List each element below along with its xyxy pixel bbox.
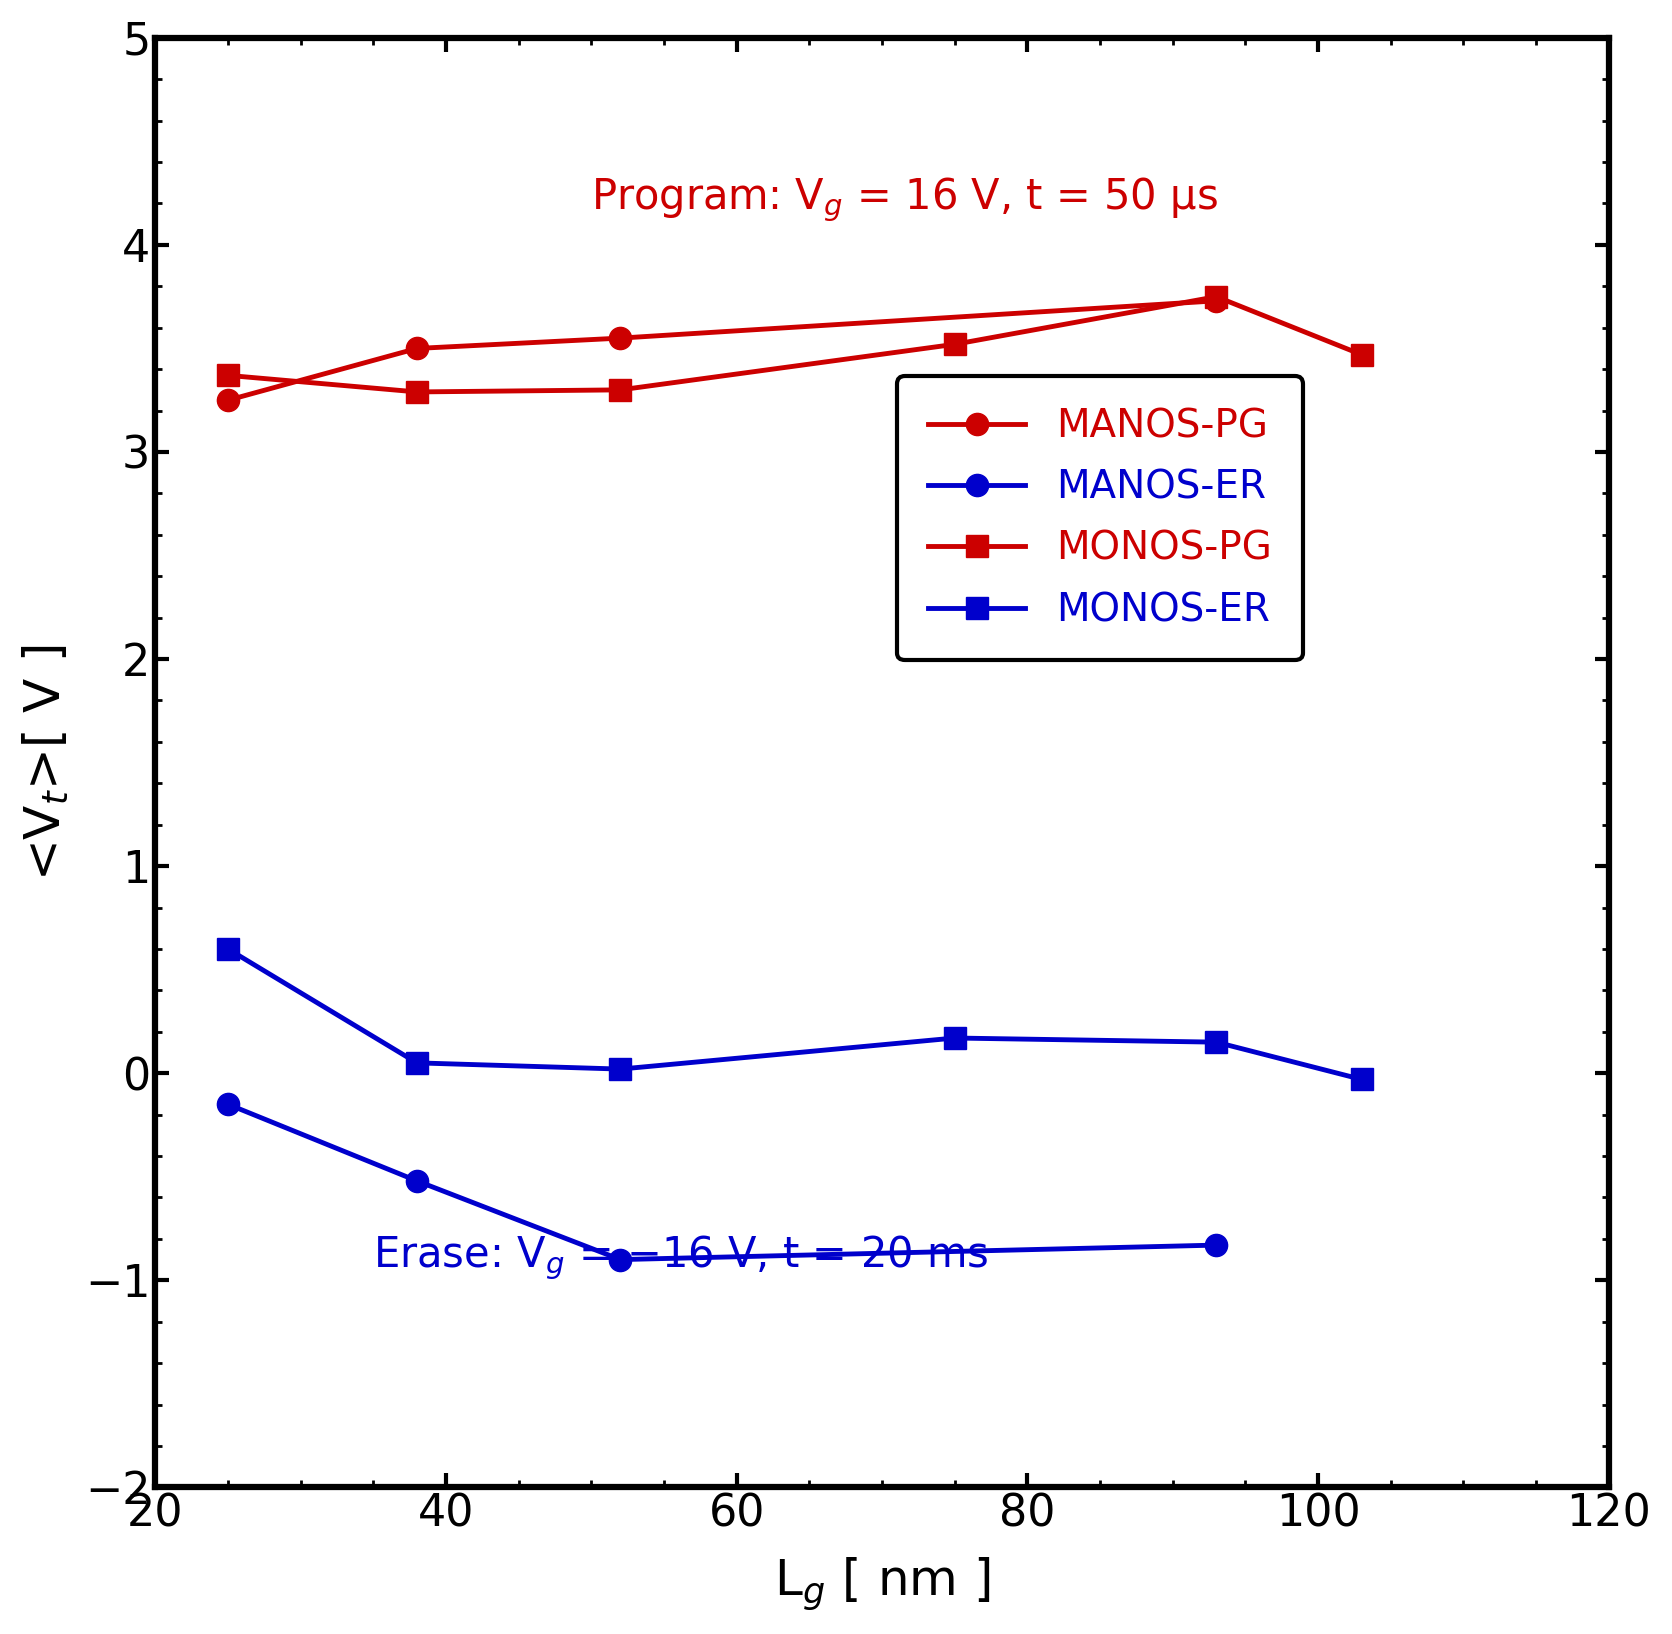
X-axis label: L$_g$ [ nm ]: L$_g$ [ nm ]	[774, 1556, 990, 1613]
Legend: MANOS-PG, MANOS-ER, MONOS-PG, MONOS-ER: MANOS-PG, MANOS-ER, MONOS-PG, MONOS-ER	[896, 376, 1302, 660]
Y-axis label: <V$_t$>[ V ]: <V$_t$>[ V ]	[20, 644, 70, 881]
Text: Erase: V$_g$ = −16 V, t = 20 ms: Erase: V$_g$ = −16 V, t = 20 ms	[373, 1234, 988, 1283]
Text: Program: V$_g$ = 16 V, t = 50 μs: Program: V$_g$ = 16 V, t = 50 μs	[592, 175, 1219, 224]
